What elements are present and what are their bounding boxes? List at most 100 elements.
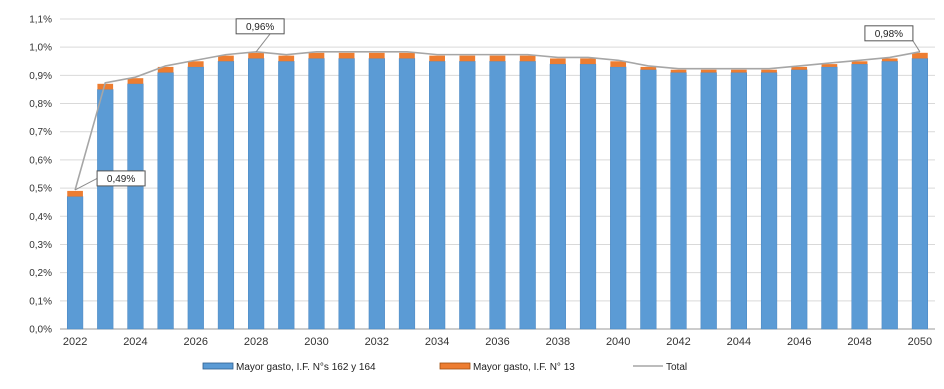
y-tick-label: 1,0% — [29, 43, 52, 54]
bar-segment-secondary — [519, 55, 536, 62]
bar-segment-secondary — [248, 52, 264, 59]
bar-segment-main — [489, 61, 506, 330]
y-tick-label: 1,1% — [29, 15, 52, 26]
bar-segment-secondary — [912, 52, 928, 59]
bar-segment-secondary — [550, 58, 566, 65]
bar-segment-secondary — [821, 64, 838, 67]
bar-segment-main — [338, 58, 355, 330]
bar-segment-secondary — [700, 69, 717, 73]
annotation-leader — [255, 33, 271, 53]
annotation-box — [864, 25, 914, 42]
bar-segment-secondary — [761, 69, 777, 73]
bar-segment-secondary — [489, 55, 506, 62]
bar-segment-main — [881, 61, 898, 330]
y-tick-label: 0,1% — [29, 296, 52, 307]
legend-label: Total — [666, 362, 687, 373]
bar-segment-main — [549, 63, 566, 330]
bar-segment-main — [127, 83, 144, 330]
bar-segment-secondary — [881, 58, 898, 62]
x-tick-label: 2034 — [425, 336, 449, 348]
bar-segment-main — [700, 72, 717, 330]
bar-segment-secondary — [731, 69, 747, 73]
x-tick-label: 2022 — [63, 336, 87, 348]
x-tick-label: 2026 — [184, 336, 208, 348]
x-tick-label: 2024 — [123, 336, 147, 348]
bar-segment-main — [398, 58, 416, 330]
x-tick-label: 2036 — [485, 336, 509, 348]
bar-segment-secondary — [429, 55, 445, 62]
bar-segment-main — [640, 69, 657, 330]
bar-segment-secondary — [670, 69, 687, 73]
y-tick-label: 0,2% — [29, 268, 52, 279]
bar-segment-secondary — [67, 190, 83, 197]
bar-segment-secondary — [580, 58, 596, 65]
bar-segment-secondary — [278, 55, 295, 62]
bar-segment-main — [851, 63, 868, 330]
annotation-leader — [912, 40, 921, 53]
legend-swatch — [202, 362, 234, 370]
bar-segment-main — [610, 66, 627, 330]
bar-segment-main — [791, 69, 808, 330]
bar-segment-secondary — [218, 55, 234, 62]
bar-segment-secondary — [308, 52, 325, 59]
bar-segment-main — [66, 196, 84, 330]
bar-segment-main — [368, 58, 385, 330]
bar-segment-main — [760, 72, 778, 330]
y-tick-label: 0,3% — [29, 240, 52, 251]
bar-segment-secondary — [157, 66, 174, 73]
x-tick-label: 2032 — [365, 336, 389, 348]
bar-segment-main — [157, 72, 174, 330]
bar-segment-main — [429, 61, 446, 330]
y-tick-label: 0,5% — [29, 184, 52, 195]
annotation-label: 0,98% — [875, 29, 903, 40]
x-tick-label: 2030 — [304, 336, 328, 348]
bar-segment-main — [97, 89, 114, 330]
bar-segment-main — [187, 66, 204, 330]
bar-segment-secondary — [399, 52, 415, 59]
bar-segment-main — [579, 63, 597, 330]
bar-segment-secondary — [187, 61, 204, 67]
bar-segment-main — [670, 72, 687, 330]
y-tick-label: 0,4% — [29, 212, 52, 223]
y-tick-label: 0,8% — [29, 99, 52, 110]
legend-swatch — [439, 362, 471, 370]
bar-segment-secondary — [791, 66, 808, 70]
bar-segment-main — [308, 58, 325, 330]
y-tick-label: 0,0% — [29, 325, 52, 336]
x-tick-label: 2044 — [727, 336, 751, 348]
x-tick-label: 2048 — [847, 336, 871, 348]
bar-segment-secondary — [851, 61, 868, 65]
annotation-box — [235, 18, 285, 35]
annotation-label: 0,96% — [246, 22, 274, 33]
legend-label: Mayor gasto, I.F. N° 13 — [473, 362, 575, 373]
bar-segment-main — [730, 72, 747, 330]
bar-segment-secondary — [640, 66, 657, 70]
bar-segment-secondary — [368, 52, 385, 59]
bar-segment-secondary — [610, 61, 627, 67]
y-tick-label: 0,7% — [29, 127, 52, 138]
annotation-label: 0,49% — [107, 174, 135, 185]
bar-segment-main — [248, 58, 265, 330]
bar-segment-main — [217, 61, 235, 330]
x-tick-label: 2046 — [787, 336, 811, 348]
bar-segment-main — [278, 61, 295, 330]
x-tick-label: 2050 — [908, 336, 932, 348]
x-tick-label: 2038 — [546, 336, 570, 348]
x-tick-label: 2042 — [666, 336, 690, 348]
bar-segment-secondary — [97, 83, 114, 90]
bar-segment-main — [821, 66, 838, 330]
bar-segment-secondary — [459, 55, 476, 62]
legend-label: Mayor gasto, I.F. N°s 162 y 164 — [236, 362, 376, 373]
annotation-leader — [74, 177, 98, 191]
annotation-box — [96, 170, 146, 187]
x-tick-label: 2028 — [244, 336, 268, 348]
bar-segment-main — [911, 58, 929, 330]
x-tick-label: 2040 — [606, 336, 630, 348]
bar-segment-main — [459, 61, 476, 330]
y-tick-label: 0,6% — [29, 155, 52, 166]
bar-segment-main — [519, 61, 536, 330]
bar-segment-secondary — [127, 78, 144, 84]
bar-segment-secondary — [338, 52, 355, 59]
